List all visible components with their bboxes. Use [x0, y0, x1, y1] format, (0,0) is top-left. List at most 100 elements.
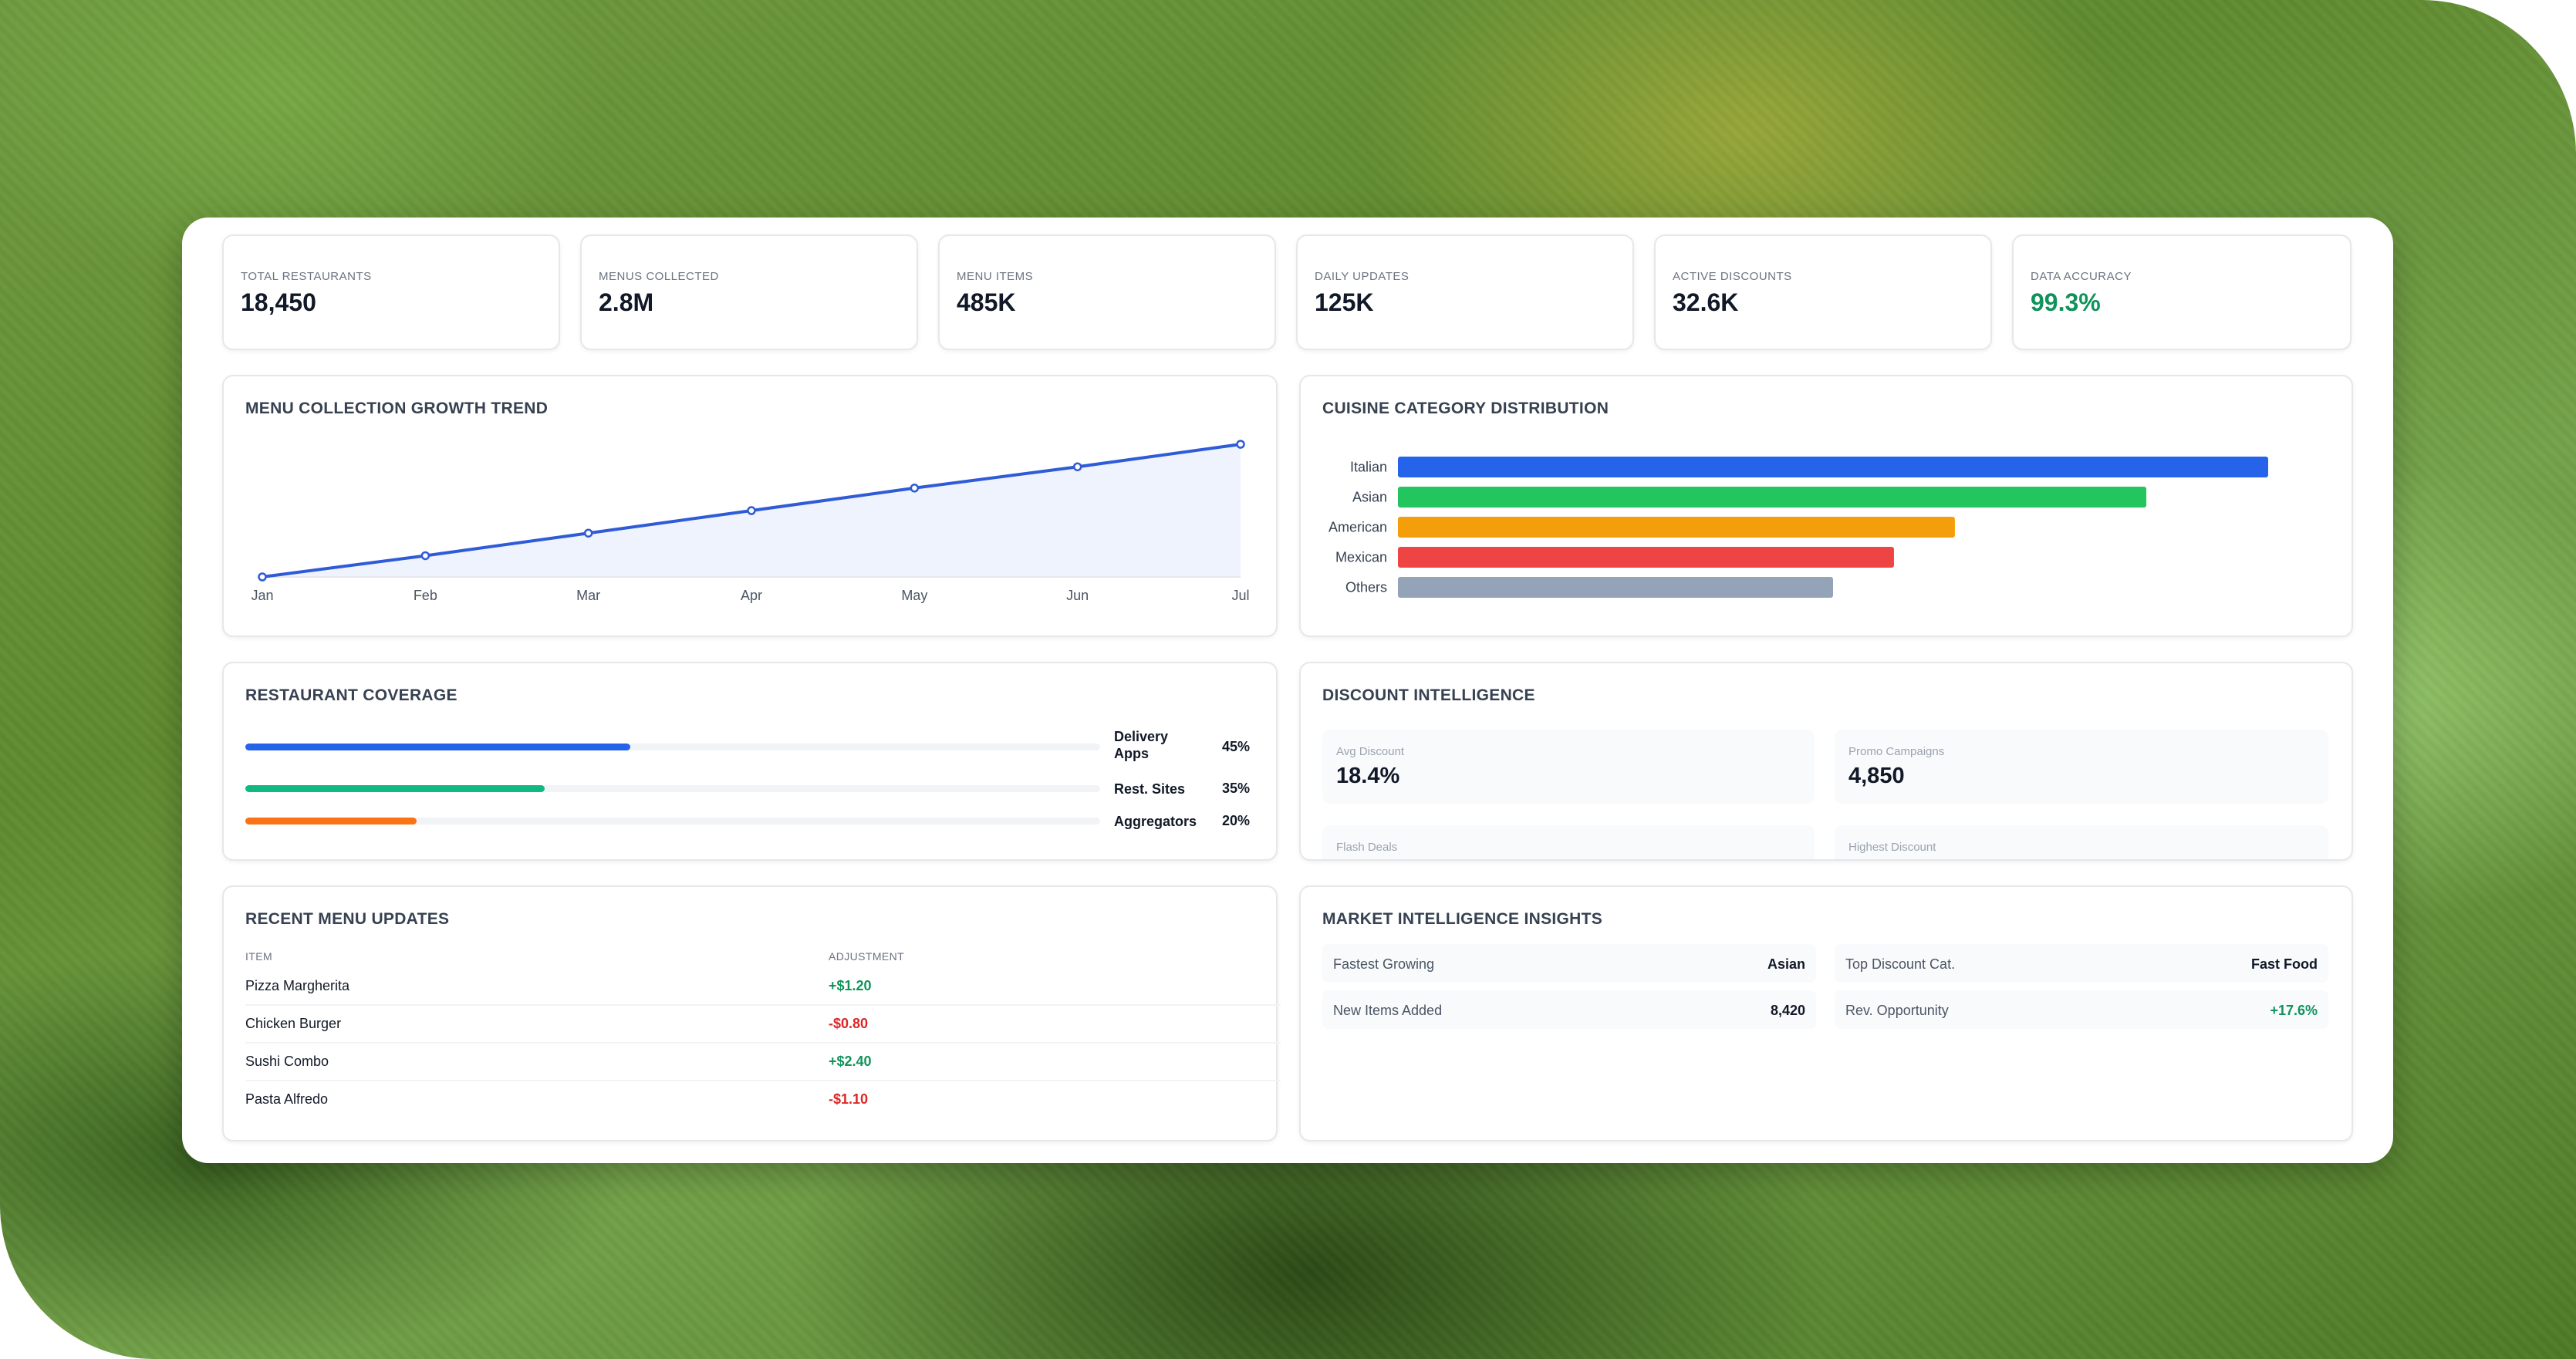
tile-label: Highest Discount — [1848, 841, 1936, 854]
item-adjustment: -$1.10 — [829, 1091, 869, 1107]
cuisine-bar-chart: Italian Asian American Mexican Others — [1329, 457, 2268, 598]
tile-label: Avg Discount — [1336, 745, 1405, 758]
category-label: Italian — [1350, 460, 1387, 475]
recent-updates-card: RECENT MENU UPDATES ITEM ADJUSTMENT Pizz… — [222, 885, 1281, 1141]
item-name: Pasta Alfredo — [245, 1091, 329, 1107]
data-point — [747, 506, 756, 515]
card-title: RESTAURANT COVERAGE — [245, 686, 457, 704]
coverage-label: Aggregators — [1114, 814, 1197, 829]
tile-value: 18.4% — [1336, 764, 1400, 788]
data-point — [420, 551, 430, 561]
item-adjustment: -$0.80 — [829, 1016, 869, 1031]
insight-label: New Items Added — [1333, 1003, 1443, 1018]
card-title: RECENT MENU UPDATES — [245, 910, 450, 928]
category-label: Mexican — [1335, 550, 1387, 565]
table-row: Pizza Margherita +$1.20 — [245, 967, 1281, 1006]
growth-line-chart: Jan Feb Mar Apr May Jun Jul — [251, 440, 1250, 603]
insight-fastest-growing: Fastest Growing Asian — [1322, 944, 1816, 983]
discount-intelligence-card: DISCOUNT INTELLIGENCE Avg Discount 18.4%… — [1299, 662, 2353, 861]
discount-tile-highest-discount: Highest Discount — [1835, 825, 2328, 859]
column-header-item: ITEM — [245, 950, 273, 963]
x-tick-label: Apr — [741, 588, 762, 603]
insight-label: Fastest Growing — [1333, 956, 1435, 972]
insight-label: Rev. Opportunity — [1845, 1003, 1949, 1018]
coverage-label: Rest. Sites — [1114, 781, 1186, 797]
data-point — [258, 572, 267, 582]
stat-value: 485K — [957, 288, 1016, 316]
stat-label: MENUS COLLECTED — [599, 270, 719, 283]
restaurant-coverage-card: RESTAURANT COVERAGE Delivery Apps 45% Re… — [222, 662, 1278, 861]
insight-label: Top Discount Cat. — [1845, 956, 1956, 972]
data-point — [910, 484, 920, 493]
category-label: Others — [1345, 580, 1387, 595]
coverage-track — [245, 744, 1100, 750]
item-name: Sushi Combo — [245, 1054, 329, 1069]
insight-value: +17.6% — [2270, 1003, 2318, 1018]
bar-others — [1398, 577, 1833, 598]
card-title: CUISINE CATEGORY DISTRIBUTION — [1322, 400, 1609, 417]
discount-tile-promo-campaigns: Promo Campaigns 4,850 — [1835, 730, 2328, 804]
stat-value: 99.3% — [2031, 288, 2101, 316]
item-adjustment: +$1.20 — [829, 978, 872, 993]
bar-asian — [1398, 487, 2147, 508]
cuisine-distribution-card: CUISINE CATEGORY DISTRIBUTION Italian Asi… — [1299, 375, 2353, 637]
x-tick-label: Jan — [251, 588, 273, 603]
coverage-percent: 45% — [1222, 739, 1251, 754]
coverage-label: Delivery Apps — [1114, 729, 1169, 761]
bar-italian — [1398, 457, 2268, 477]
growth-trend-card: MENU COLLECTION GROWTH TREND Jan Feb Mar Ap… — [222, 375, 1278, 637]
item-name: Pizza Margherita — [245, 978, 350, 993]
insight-value: Fast Food — [2251, 956, 2318, 972]
tile-value: 4,850 — [1848, 764, 1905, 788]
coverage-percent: 35% — [1222, 781, 1251, 796]
tile-label: Promo Campaigns — [1848, 745, 1945, 758]
x-tick-label: May — [901, 588, 927, 603]
stat-label: DAILY UPDATES — [1315, 270, 1410, 283]
insight-value: Asian — [1767, 956, 1805, 972]
stat-label: MENU ITEMS — [957, 270, 1034, 283]
stat-value: 32.6K — [1673, 288, 1739, 316]
discount-tile-flash-deals: Flash Deals — [1322, 825, 1815, 859]
bar-american — [1398, 517, 1955, 538]
insight-top-discount-category: Top Discount Cat. Fast Food — [1835, 944, 2328, 983]
insight-new-items-added: New Items Added 8,420 — [1322, 990, 1816, 1029]
dashboard-panel: TOTAL RESTAURANTS 18,450 MENUS COLLECTED… — [182, 218, 2393, 1163]
card-title: DISCOUNT INTELLIGENCE — [1322, 686, 1535, 704]
stat-value: 2.8M — [599, 288, 654, 316]
data-point — [583, 528, 593, 538]
x-tick-label: Feb — [414, 588, 437, 603]
stat-card-menus-collected: MENUS COLLECTED 2.8M — [580, 234, 918, 350]
category-label: American — [1329, 520, 1387, 535]
stat-label: ACTIVE DISCOUNTS — [1673, 270, 1792, 283]
coverage-track — [245, 818, 1100, 825]
tile-label: Flash Deals — [1336, 841, 1398, 854]
stat-card-daily-updates: DAILY UPDATES 125K — [1296, 234, 1634, 350]
bar-mexican — [1398, 547, 1894, 568]
stat-card-active-discounts: ACTIVE DISCOUNTS 32.6K — [1654, 234, 1992, 350]
coverage-track — [245, 785, 1100, 792]
coverage-percent: 20% — [1222, 813, 1251, 828]
stat-label: TOTAL RESTAURANTS — [241, 270, 372, 283]
stat-card-menu-items: MENU ITEMS 485K — [938, 234, 1276, 350]
discount-tile-avg-discount: Avg Discount 18.4% — [1322, 730, 1815, 804]
x-tick-label: Jul — [1231, 588, 1249, 603]
stat-value: 18,450 — [241, 288, 316, 316]
coverage-fill-delivery-apps — [245, 744, 630, 750]
table-row: Sushi Combo +$2.40 — [245, 1043, 1281, 1081]
stat-label: DATA ACCURACY — [2031, 270, 2132, 283]
data-point — [1236, 440, 1245, 449]
column-header-adjustment: ADJUSTMENT — [829, 950, 905, 963]
card-title: MARKET INTELLIGENCE INSIGHTS — [1322, 910, 1603, 928]
stat-card-total-restaurants: TOTAL RESTAURANTS 18,450 — [222, 234, 560, 350]
market-insights-card: MARKET INTELLIGENCE INSIGHTS Fastest Gro… — [1299, 885, 2353, 1141]
coverage-fill-rest-sites — [245, 785, 545, 792]
item-adjustment: +$2.40 — [829, 1054, 872, 1069]
x-tick-label: Mar — [576, 588, 600, 603]
table-row: Chicken Burger -$0.80 — [245, 1005, 1281, 1044]
coverage-fill-aggregators — [245, 818, 417, 825]
item-name: Chicken Burger — [245, 1016, 342, 1031]
stat-value: 125K — [1315, 288, 1374, 316]
table-row: Pasta Alfredo -$1.10 — [245, 1081, 1281, 1118]
stat-card-data-accuracy: DATA ACCURACY 99.3% — [2012, 234, 2351, 350]
x-tick-label: Jun — [1066, 588, 1089, 603]
